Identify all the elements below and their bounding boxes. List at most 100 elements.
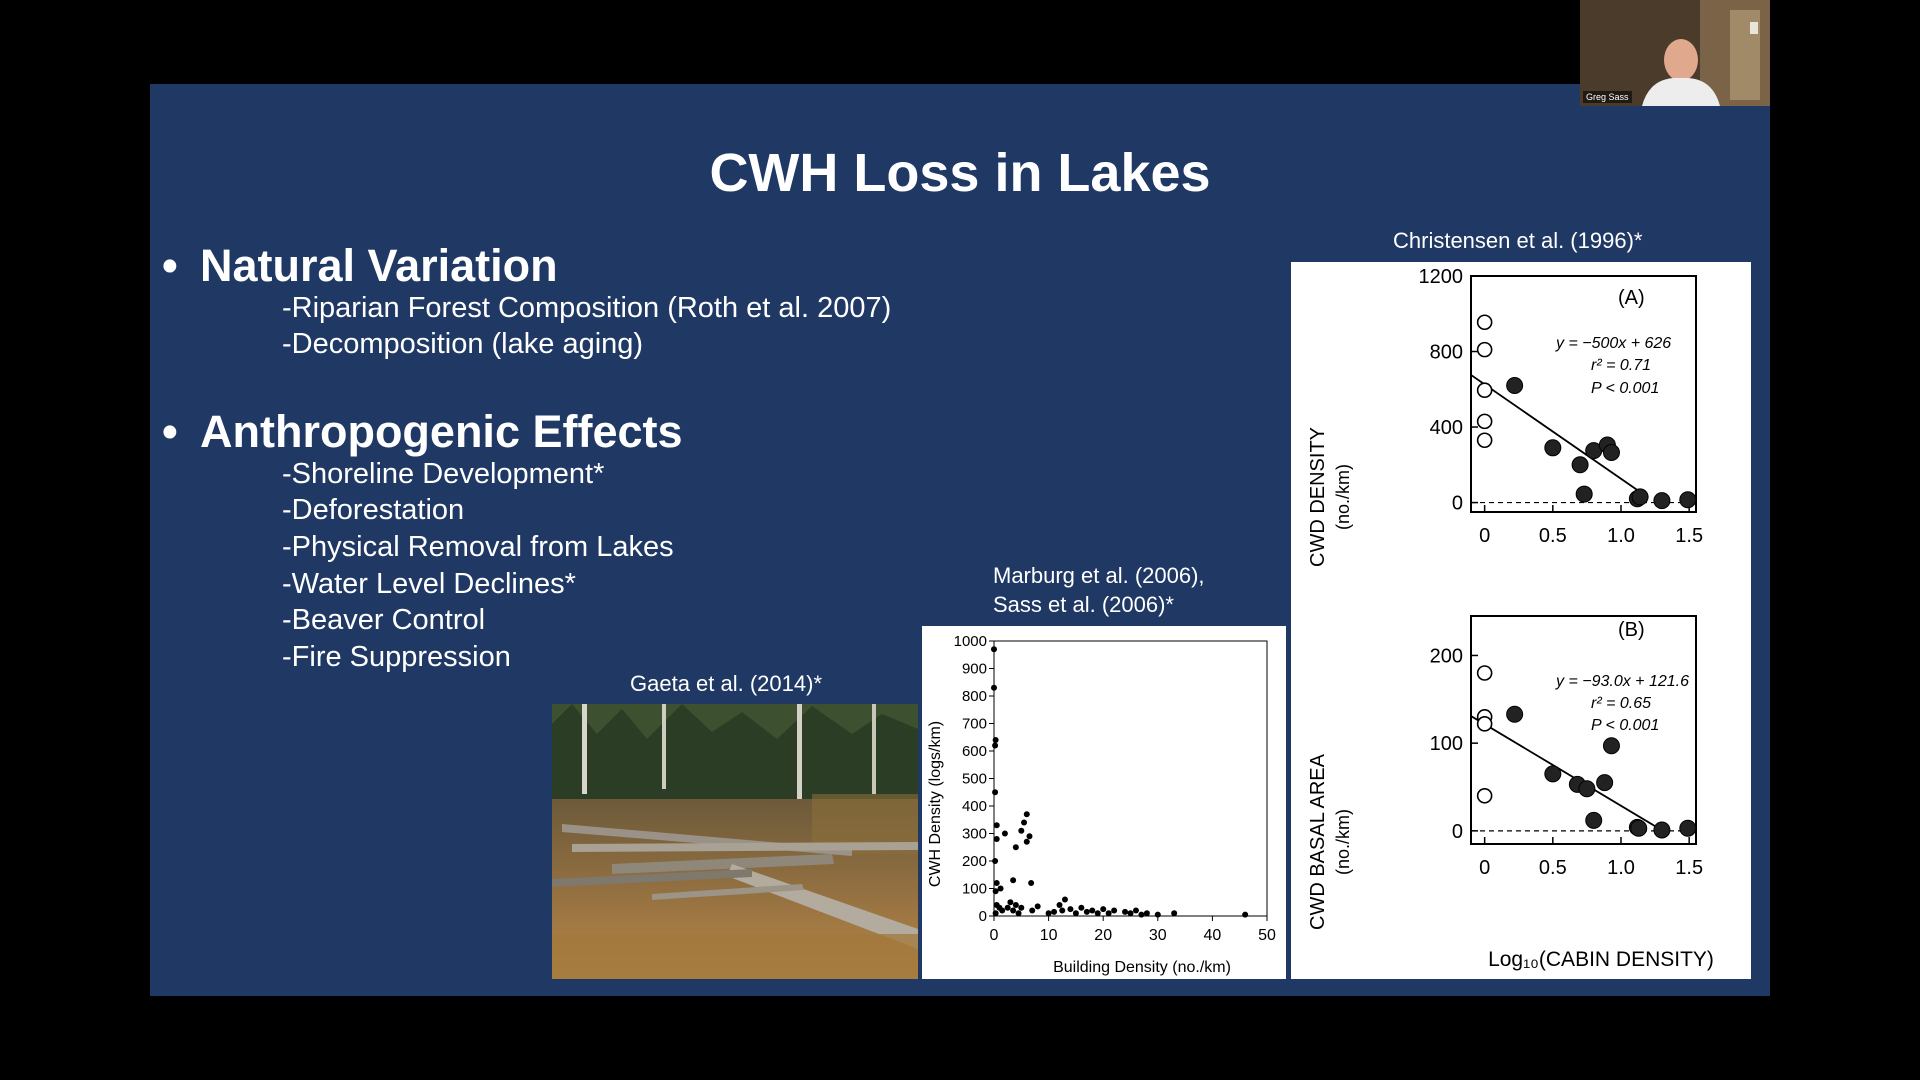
data-point [1034, 903, 1041, 910]
sub-item: -Riparian Forest Composition (Roth et al… [282, 292, 892, 324]
cabin-density-chart-panel: 0 0.5 1.0 1.5 1200 800 400 0 0 0.5 1.0 1.5 200 100 0 … [1291, 262, 1751, 979]
x-tick-label: 0.5 [1539, 525, 1567, 547]
data-point [1083, 908, 1090, 915]
panel-b-xlabel: Log₁₀(CABIN DENSITY) [1488, 948, 1714, 971]
data-point [1094, 910, 1101, 917]
filled-data-point [1602, 444, 1620, 462]
y-tick-label: 0 [979, 908, 987, 925]
y-tick-label: 200 [1430, 645, 1463, 667]
filled-data-point [1653, 821, 1671, 839]
panel-a-label: (A) [1618, 287, 1645, 309]
x-tick-label: 0 [1479, 857, 1490, 879]
x-tick-label: 20 [1094, 927, 1112, 944]
x-tick-label: 1.5 [1675, 857, 1703, 879]
x-tick-label: 50 [1258, 927, 1276, 944]
open-data-point [1476, 787, 1493, 804]
open-data-point [1476, 432, 1493, 449]
y-tick-label: 600 [962, 743, 987, 760]
data-point [1010, 907, 1017, 914]
data-point [1078, 904, 1085, 911]
filled-data-point [1544, 439, 1562, 457]
bullet-dot: • [162, 406, 178, 457]
data-point [1010, 877, 1017, 884]
filled-data-point [1585, 811, 1603, 829]
sub-item: -Water Level Declines* [282, 568, 576, 600]
panel-a-ylabel-line2: (no./km) [1333, 464, 1353, 530]
y-tick-label: 900 [962, 661, 987, 678]
data-point [992, 888, 999, 895]
filled-data-point [1653, 492, 1671, 510]
plot-frame [1470, 275, 1697, 513]
sub-item: -Deforestation [282, 494, 465, 526]
open-data-point [1476, 413, 1493, 430]
x-tick-label: 0.5 [1539, 857, 1567, 879]
data-point [1143, 910, 1150, 917]
y-tick-label: 500 [962, 771, 987, 788]
data-point [1045, 910, 1052, 917]
data-point [1154, 911, 1161, 918]
data-point [993, 836, 1000, 842]
panel-a-p: P < 0.001 [1591, 380, 1659, 397]
building-density-scatter-chart: 0 10 20 30 40 5001002003004005006007008009001… [927, 633, 1276, 976]
y-tick-label: 700 [962, 716, 987, 733]
sub-item: -Beaver Control [282, 604, 486, 636]
x-tick-label: 0 [990, 927, 999, 944]
y-tick-label: 1200 [1419, 266, 1464, 288]
y-tick-label: 100 [962, 881, 987, 898]
filled-data-point [1506, 377, 1524, 395]
data-point [992, 742, 999, 749]
bullet-dot: • [162, 240, 178, 291]
filled-data-point [1578, 780, 1596, 798]
plot-frame [1470, 615, 1697, 845]
x-tick-label: 1.0 [1607, 525, 1635, 547]
data-point [1026, 833, 1033, 840]
open-data-point [1476, 382, 1493, 399]
data-point [1171, 910, 1178, 917]
sub-item: -Physical Removal from Lakes [282, 531, 674, 563]
photo-caption: Gaeta et al. (2014)* [630, 671, 823, 696]
open-data-point [1476, 341, 1493, 358]
x-tick-label: 30 [1149, 927, 1167, 944]
filled-data-point [1679, 819, 1697, 837]
filled-data-point [1596, 774, 1614, 792]
data-point [991, 684, 997, 691]
y-tick-label: 300 [962, 826, 987, 843]
x-tick-label: 1.5 [1675, 525, 1703, 547]
data-point [1100, 906, 1107, 913]
data-point [1105, 910, 1112, 917]
bullet-text: Natural Variation [200, 240, 558, 291]
data-point [1138, 911, 1145, 918]
sub-item: -Fire Suppression [282, 641, 511, 673]
marburg-caption-line1: Marburg et al. (2006), [993, 563, 1205, 588]
data-point [1072, 910, 1079, 917]
filled-data-point [1575, 485, 1593, 503]
regression-line [1470, 374, 1649, 499]
data-point [993, 822, 1000, 829]
y-tick-label: 0 [1452, 821, 1463, 843]
data-point [1007, 899, 1014, 906]
data-point [1029, 907, 1036, 914]
presentation-slide: CWH Loss in Lakes • Natural Variation -Ri… [150, 84, 1770, 996]
x-tick-label: 10 [1040, 927, 1058, 944]
data-point [1242, 911, 1249, 918]
regression-line [1470, 715, 1660, 830]
bullet-anthropogenic-effects: • Anthropogenic Effects [162, 406, 683, 458]
participant-name: Greg Sass [1583, 91, 1632, 103]
marburg-caption-line2: Sass et al. (2006)* [993, 592, 1174, 617]
data-point [1122, 908, 1129, 915]
y-axis-label: CWH Density (logs/km) [927, 721, 944, 887]
data-point [1067, 906, 1074, 913]
data-point [992, 858, 999, 864]
data-point [1132, 907, 1139, 914]
panel-a-equation: y = −500x + 626 [1555, 335, 1671, 352]
open-data-point [1476, 314, 1493, 331]
y-tick-label: 100 [1430, 733, 1463, 755]
y-tick-label: 200 [962, 853, 987, 870]
data-point [997, 885, 1004, 892]
data-point [1023, 838, 1030, 845]
building-density-chart-panel: 0 10 20 30 40 50 0 100 200 300 400 500 600 700 800 900 1… [922, 626, 1286, 979]
data-point [1056, 902, 1063, 908]
filled-data-point [1630, 819, 1648, 837]
webcam-video-tile[interactable]: Greg Sass [1580, 0, 1770, 106]
